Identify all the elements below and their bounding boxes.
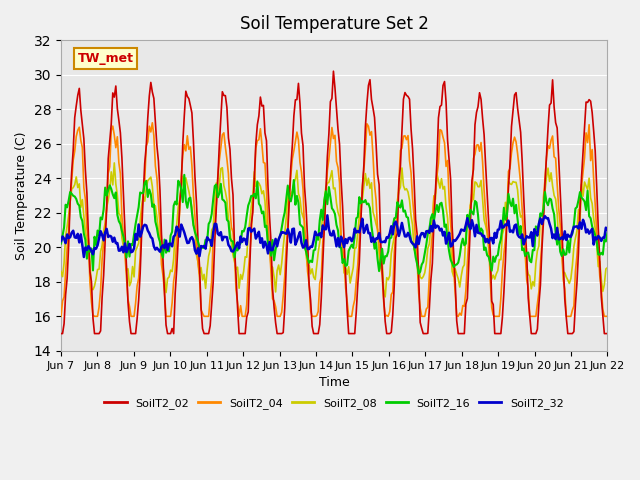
Y-axis label: Soil Temperature (C): Soil Temperature (C) — [15, 131, 28, 260]
Legend: SoilT2_02, SoilT2_04, SoilT2_08, SoilT2_16, SoilT2_32: SoilT2_02, SoilT2_04, SoilT2_08, SoilT2_… — [100, 394, 568, 414]
X-axis label: Time: Time — [319, 376, 349, 389]
Title: Soil Temperature Set 2: Soil Temperature Set 2 — [240, 15, 429, 33]
Text: TW_met: TW_met — [77, 52, 133, 65]
